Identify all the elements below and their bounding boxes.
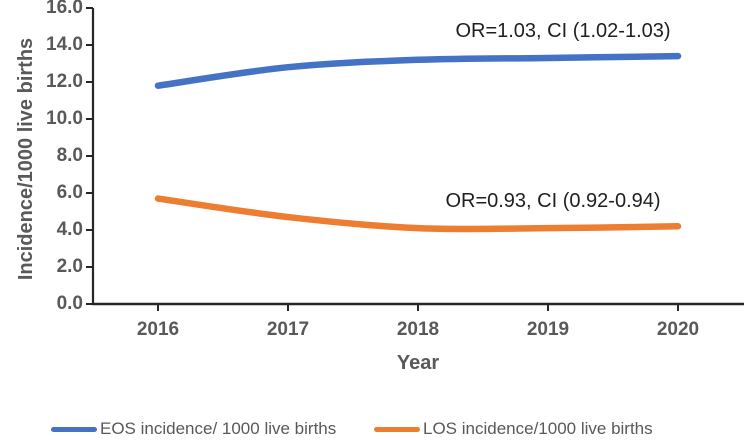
- y-tick-label: 6.0: [56, 182, 83, 203]
- y-tick-label: 12.0: [46, 71, 83, 92]
- eos-annotation: OR=1.03, CI (1.02-1.03): [455, 20, 671, 42]
- legend-label-los: LOS incidence/1000 live births: [423, 419, 653, 438]
- axes: [86, 7, 744, 311]
- legend-label-eos: EOS incidence/ 1000 live births: [100, 419, 337, 438]
- legend-item-los: LOS incidence/1000 live births: [374, 419, 653, 439]
- x-tick-label: 2018: [396, 319, 440, 340]
- x-tick-label: 2020: [656, 319, 700, 340]
- x-tick-label: 2019: [526, 319, 570, 340]
- y-tick-label: 2.0: [56, 256, 83, 277]
- y-tick-label: 10.0: [46, 108, 83, 129]
- x-tick-label: 2017: [266, 319, 310, 340]
- eos-line-marker: [51, 426, 97, 432]
- legend-item-eos: EOS incidence/ 1000 live births: [51, 419, 336, 439]
- y-tick-label: 0.0: [56, 293, 83, 314]
- y-tick-label: 14.0: [46, 34, 83, 55]
- series-lines: [154, 52, 682, 233]
- los-annotation: OR=0.93, CI (0.92-0.94): [445, 190, 661, 212]
- y-tick-label: 4.0: [56, 219, 83, 240]
- y-tick-label: 16.0: [46, 0, 83, 18]
- x-axis-title: Year: [396, 352, 440, 374]
- y-tick-label: 8.0: [56, 145, 83, 166]
- x-tick-label: 2016: [136, 319, 180, 340]
- los-line-marker: [374, 426, 420, 432]
